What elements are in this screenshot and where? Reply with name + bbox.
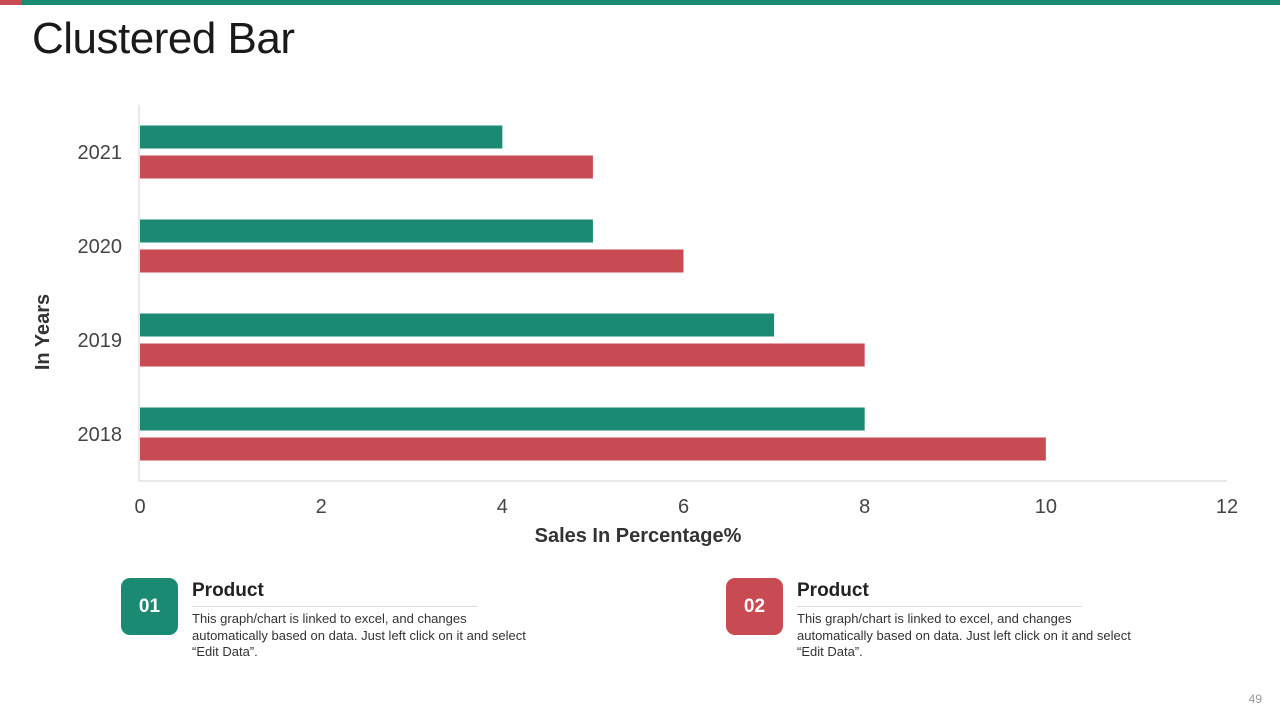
card-divider bbox=[192, 606, 477, 607]
y-tick-label: 2018 bbox=[78, 424, 123, 446]
bar-2020-series-1[interactable] bbox=[140, 219, 593, 243]
bar-2018-series-1[interactable] bbox=[140, 407, 865, 431]
page-number: 49 bbox=[1248, 692, 1262, 706]
bar-2020-series-2[interactable] bbox=[140, 249, 684, 273]
bars-group bbox=[140, 125, 1046, 461]
legend-card-02: 02 Product This graph/chart is linked to… bbox=[726, 578, 1166, 668]
page-title: Clustered Bar bbox=[32, 14, 295, 63]
card-title-02: Product bbox=[797, 580, 869, 601]
card-divider bbox=[797, 606, 1082, 607]
bar-2019-series-1[interactable] bbox=[140, 313, 775, 337]
card-title-01: Product bbox=[192, 580, 264, 601]
y-tick-label: 2020 bbox=[78, 236, 123, 258]
top-accent-bar bbox=[0, 0, 1280, 5]
bar-2018-series-2[interactable] bbox=[140, 437, 1046, 461]
y-tick-labels: 2021 2020 2019 2018 bbox=[78, 142, 123, 446]
x-axis-label: Sales In Percentage% bbox=[535, 525, 742, 547]
y-tick-label: 2019 bbox=[78, 330, 123, 352]
bar-2021-series-1[interactable] bbox=[140, 125, 503, 149]
x-tick-label: 2 bbox=[316, 496, 327, 518]
x-tick-label: 10 bbox=[1035, 496, 1057, 518]
y-axis-label: In Years bbox=[32, 294, 54, 370]
badge-02: 02 bbox=[726, 578, 783, 635]
top-accent-corner bbox=[0, 0, 22, 5]
x-tick-label: 8 bbox=[859, 496, 870, 518]
card-description-02: This graph/chart is linked to excel, and… bbox=[797, 611, 1131, 659]
y-tick-label: 2021 bbox=[78, 142, 123, 164]
bar-2021-series-2[interactable] bbox=[140, 155, 593, 179]
badge-01: 01 bbox=[121, 578, 178, 635]
x-tick-label: 12 bbox=[1216, 496, 1238, 518]
x-tick-label: 4 bbox=[497, 496, 508, 518]
card-description-01: This graph/chart is linked to excel, and… bbox=[192, 611, 526, 659]
x-tick-label: 6 bbox=[678, 496, 689, 518]
bar-2019-series-2[interactable] bbox=[140, 343, 865, 367]
x-tick-labels: 0 2 4 6 8 10 12 bbox=[134, 496, 1238, 518]
clustered-bar-chart[interactable]: 2021 2020 2019 2018 0 2 4 6 8 10 12 Sales In Perc… bbox=[0, 0, 1280, 560]
x-tick-label: 0 bbox=[134, 496, 145, 518]
legend-card-01: 01 Product This graph/chart is linked to… bbox=[121, 578, 561, 668]
